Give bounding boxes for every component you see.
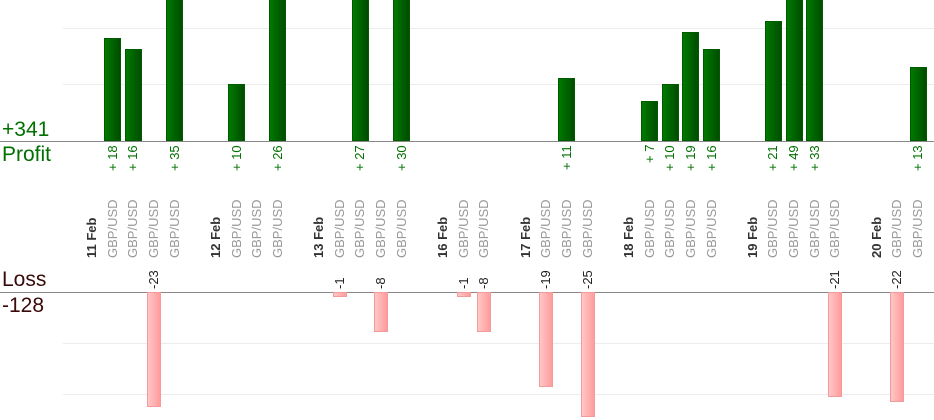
loss-bar [539, 292, 554, 387]
date-label: 13 Feb [311, 216, 327, 258]
profit-bar [785, 0, 803, 141]
profit-bar [269, 0, 287, 141]
loss-value-label: -22 [889, 270, 905, 289]
pair-label: GBP/USD [538, 199, 554, 258]
profit-value-label: + 49 [786, 145, 802, 171]
pair-label: GBP/USD [249, 199, 265, 258]
pair-label: GBP/USD [889, 199, 905, 258]
loss-value-label: -1 [455, 277, 471, 289]
profit-bar [682, 32, 700, 141]
loss-bar [828, 292, 843, 397]
date-label: 19 Feb [744, 216, 760, 258]
profit-value-label: + 19 [682, 145, 698, 171]
profit-value-label: + 13 [910, 145, 925, 171]
pair-label: GBP/USD [125, 199, 141, 258]
pair-label: GBP/USD [579, 199, 595, 258]
pair-label: GBP/USD [703, 199, 719, 258]
profit-baseline [0, 141, 934, 142]
profit-value-label: + 18 [104, 145, 120, 171]
date-label: 18 Feb [620, 216, 636, 258]
pair-label: GBP/USD [145, 199, 161, 258]
profit-value-label: + 11 [558, 145, 574, 170]
profit-bar [558, 78, 576, 141]
profit-bar [764, 20, 782, 141]
pair-label: GBP/USD [641, 199, 657, 258]
profit-bar [104, 38, 122, 141]
loss-bar [374, 292, 389, 332]
profit-value-label: + 10 [228, 145, 244, 171]
profit-gridline [63, 28, 934, 29]
loss-gridline [63, 394, 934, 395]
profit-value-label: + 21 [765, 145, 781, 171]
loss-bar [146, 292, 161, 407]
profit-bar [661, 83, 679, 141]
pair-label: GBP/USD [806, 199, 822, 258]
profit-value-label: + 30 [393, 145, 409, 171]
profit-bar [228, 83, 246, 141]
loss-bar [890, 292, 905, 402]
profit-bar [166, 0, 184, 141]
profit-value-label: + 16 [125, 145, 141, 171]
date-label: 17 Feb [517, 216, 533, 258]
profit-bar [806, 0, 824, 141]
loss-value-label: -8 [373, 277, 389, 289]
pair-label: GBP/USD [228, 199, 244, 258]
profit-total: +341 [2, 118, 50, 141]
loss-value-label: -1 [331, 277, 347, 289]
loss-label: Loss [2, 268, 47, 291]
date-label: 11 Feb [84, 217, 99, 258]
profit-value-label: + 7 [641, 145, 657, 164]
loss-bar [456, 292, 471, 297]
profit-bar [351, 0, 369, 141]
profit-bar [641, 100, 659, 141]
pair-label: GBP/USD [331, 199, 347, 258]
loss-value-label: -21 [827, 270, 843, 289]
date-label: 20 Feb [868, 216, 884, 258]
loss-bar [477, 292, 492, 332]
pair-label: GBP/USD [682, 199, 698, 258]
pair-label: GBP/USD [786, 199, 802, 258]
loss-value-label: -23 [145, 270, 161, 289]
loss-bar [332, 292, 347, 297]
date-label: 16 Feb [435, 216, 451, 258]
pair-label: GBP/USD [662, 199, 678, 258]
profit-value-label: + 35 [166, 145, 182, 171]
loss-value-label: -25 [579, 270, 595, 289]
pair-label: GBP/USD [765, 199, 781, 258]
profit-gridline [63, 84, 934, 85]
profit-bar [393, 0, 411, 141]
pair-label: GBP/USD [352, 199, 368, 258]
loss-bar [580, 292, 595, 417]
pair-label: GBP/USD [827, 199, 843, 258]
profit-bar [124, 49, 142, 141]
pair-label: GBP/USD [910, 199, 925, 258]
pair-label: GBP/USD [373, 199, 389, 258]
pair-label: GBP/USD [558, 199, 574, 258]
profit-value-label: + 10 [662, 145, 678, 171]
pair-label: GBP/USD [393, 199, 409, 258]
profit-bar [703, 49, 720, 141]
pair-label: GBP/USD [476, 199, 492, 258]
profit-value-label: + 27 [352, 145, 368, 171]
loss-total: -128 [2, 294, 45, 317]
pair-label: GBP/USD [455, 199, 471, 258]
pair-label: GBP/USD [166, 199, 182, 258]
date-label: 12 Feb [207, 216, 223, 258]
profit-label: Profit [2, 143, 52, 166]
pair-label: GBP/USD [104, 199, 120, 258]
loss-value-label: -19 [538, 270, 554, 289]
profit-bar [909, 66, 927, 141]
loss-gridline [63, 343, 934, 344]
profit-value-label: + 16 [703, 145, 719, 171]
loss-value-label: -8 [476, 277, 492, 289]
pair-label: GBP/USD [269, 199, 285, 258]
profit-value-label: + 26 [269, 145, 285, 171]
profit-value-label: + 33 [806, 145, 822, 171]
